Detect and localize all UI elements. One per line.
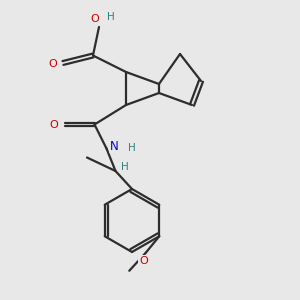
Text: N: N [110, 140, 118, 153]
Text: O: O [48, 59, 57, 70]
Text: O: O [139, 256, 148, 266]
Text: H: H [107, 11, 115, 22]
Text: O: O [50, 119, 58, 130]
Text: H: H [128, 142, 136, 153]
Text: H: H [121, 162, 129, 172]
Text: O: O [90, 14, 99, 25]
